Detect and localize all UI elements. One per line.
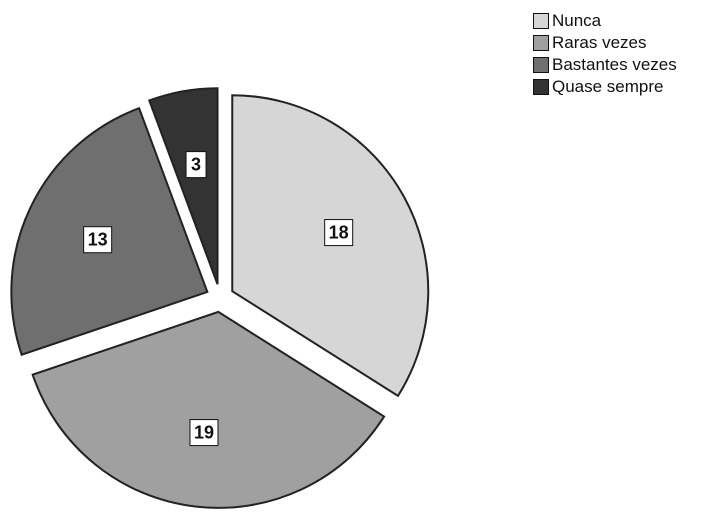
pie-value-label-nunca: 18 (329, 223, 349, 243)
legend-item-raras-vezes: Raras vezes (533, 32, 677, 54)
legend-swatch-raras-vezes (533, 35, 549, 51)
legend-item-quase-sempre: Quase sempre (533, 76, 677, 98)
pie-value-box-raras-vezes (189, 419, 219, 447)
pie-value-label-raras-vezes: 19 (194, 423, 214, 443)
legend-item-bastantes-vezes: Bastantes vezes (533, 54, 677, 76)
legend-label-bastantes-vezes: Bastantes vezes (552, 55, 677, 74)
legend-swatch-quase-sempre (533, 79, 549, 95)
chart-legend: Nunca Raras vezes Bastantes vezes Quase … (533, 10, 677, 98)
legend-label-raras-vezes: Raras vezes (552, 33, 647, 52)
pie-slice-raras-vezes (31, 310, 386, 509)
legend-swatch-nunca (533, 13, 549, 29)
legend-label-nunca: Nunca (552, 11, 602, 30)
pie-slice-quase-sempre (147, 87, 219, 285)
legend-swatch-bastantes-vezes (533, 57, 549, 73)
pie-value-label-quase-sempre: 3 (191, 155, 201, 175)
legend-label-quase-sempre: Quase sempre (552, 77, 664, 96)
legend-item-nunca: Nunca (533, 10, 677, 32)
pie-value-box-nunca (324, 219, 354, 247)
pie-value-label-bastantes-vezes: 13 (88, 230, 108, 250)
pie-value-box-bastantes-vezes (83, 226, 113, 254)
pie-value-box-quase-sempre (185, 151, 207, 179)
